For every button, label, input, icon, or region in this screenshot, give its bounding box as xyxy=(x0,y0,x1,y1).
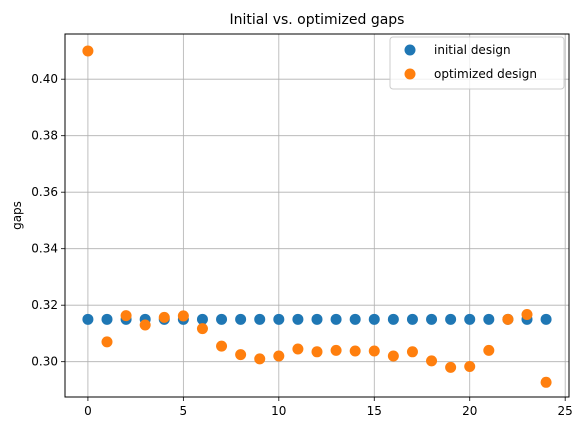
data-point-optimized-design xyxy=(445,361,457,373)
data-point-initial-design xyxy=(82,313,94,325)
y-tick-label: 0.32 xyxy=(31,298,58,312)
data-point-optimized-design xyxy=(254,353,266,365)
plot-frame xyxy=(64,33,570,398)
data-point-optimized-design xyxy=(483,344,495,356)
x-axis: 0 5 10 15 20 25 xyxy=(84,397,573,418)
x-tick-label: 15 xyxy=(367,404,382,418)
data-point-optimized-design xyxy=(120,310,132,322)
data-point-optimized-design xyxy=(521,309,533,321)
data-point-optimized-design xyxy=(387,350,399,362)
data-point-initial-design xyxy=(101,313,113,325)
data-point-optimized-design xyxy=(82,45,94,57)
data-point-initial-design xyxy=(196,313,208,325)
data-point-optimized-design xyxy=(177,310,189,322)
data-point-optimized-design xyxy=(368,345,380,357)
legend-marker-optimized-design xyxy=(404,68,416,80)
y-tick-label: 0.40 xyxy=(31,72,58,86)
data-point-initial-design xyxy=(368,313,380,325)
data-point-optimized-design xyxy=(349,345,361,357)
data-point-optimized-design xyxy=(540,376,552,388)
legend-label-initial-design: initial design xyxy=(434,43,511,57)
data-point-initial-design xyxy=(254,313,266,325)
data-point-initial-design xyxy=(540,313,552,325)
data-point-initial-design xyxy=(292,313,304,325)
data-point-initial-design xyxy=(330,313,342,325)
data-point-initial-design xyxy=(311,313,323,325)
data-point-initial-design xyxy=(406,313,418,325)
y-tick-label: 0.30 xyxy=(31,355,58,369)
data-point-initial-design xyxy=(387,313,399,325)
legend-label-optimized-design: optimized design xyxy=(434,67,537,81)
x-tick-label: 5 xyxy=(180,404,188,418)
x-tick-label: 10 xyxy=(271,404,286,418)
x-tick-label: 25 xyxy=(558,404,573,418)
data-point-initial-design xyxy=(483,313,495,325)
x-tick-label: 20 xyxy=(462,404,477,418)
legend: initial design optimized design xyxy=(389,36,565,90)
data-point-optimized-design xyxy=(311,346,323,358)
data-point-optimized-design xyxy=(464,360,476,372)
data-point-optimized-design xyxy=(196,323,208,335)
chart-title: Initial vs. optimized gaps xyxy=(230,12,405,28)
data-point-initial-design xyxy=(464,313,476,325)
data-point-optimized-design xyxy=(330,344,342,356)
y-tick-label: 0.34 xyxy=(31,242,58,256)
data-point-optimized-design xyxy=(273,350,285,362)
data-point-optimized-design xyxy=(502,313,514,325)
data-point-initial-design xyxy=(426,313,438,325)
data-point-initial-design xyxy=(273,313,285,325)
legend-box xyxy=(389,36,565,90)
plot-points xyxy=(82,45,552,388)
data-point-optimized-design xyxy=(216,340,228,352)
data-point-initial-design xyxy=(235,313,247,325)
data-point-optimized-design xyxy=(426,355,438,367)
data-point-optimized-design xyxy=(101,336,113,348)
y-axis-label: gaps xyxy=(10,201,24,230)
y-tick-label: 0.36 xyxy=(31,185,58,199)
data-point-optimized-design xyxy=(139,319,151,331)
data-point-initial-design xyxy=(216,313,228,325)
data-point-optimized-design xyxy=(158,311,170,323)
legend-marker-initial-design xyxy=(404,44,416,56)
x-tick-label: 0 xyxy=(84,404,92,418)
data-point-initial-design xyxy=(445,313,457,325)
data-point-optimized-design xyxy=(292,343,304,355)
data-point-initial-design xyxy=(349,313,361,325)
data-point-optimized-design xyxy=(406,346,418,358)
y-tick-label: 0.38 xyxy=(31,129,58,143)
grid xyxy=(65,34,569,397)
y-axis: 0.30 0.32 0.34 0.36 0.38 0.40 xyxy=(31,72,65,369)
data-point-optimized-design xyxy=(235,349,247,361)
